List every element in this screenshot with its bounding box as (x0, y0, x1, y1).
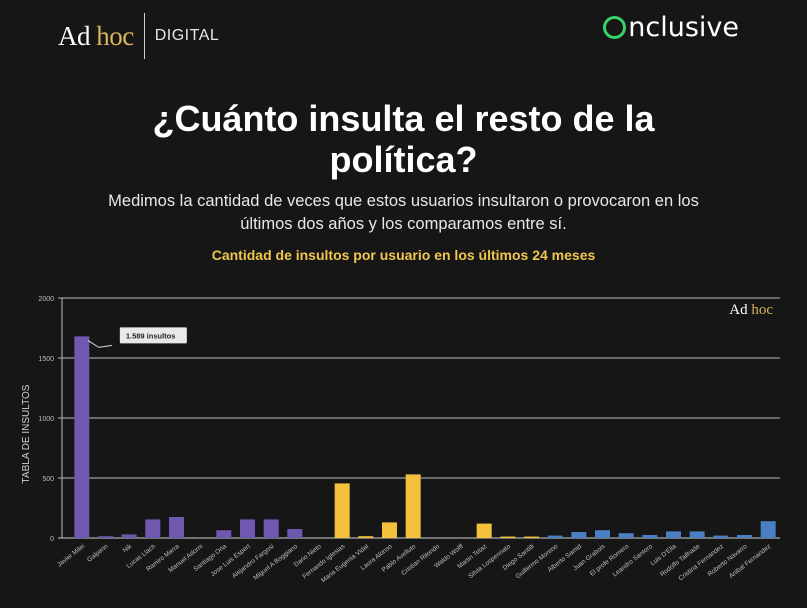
bar (287, 529, 303, 538)
bar (666, 531, 681, 538)
onclusive-wordmark: nclusive (628, 12, 739, 43)
bar (169, 517, 184, 538)
bar (642, 535, 658, 538)
watermark-ad: Ad (729, 302, 751, 318)
page-subtitle: Medimos la cantidad de veces que estos u… (108, 192, 699, 233)
bar (121, 534, 137, 538)
adhoc-wordmark: Ad hoc (58, 21, 134, 52)
watermark-hoc: hoc (751, 302, 773, 318)
bar (240, 519, 255, 538)
annotation-leader (87, 339, 112, 348)
bar (74, 336, 90, 538)
bar (713, 535, 729, 538)
chart-title: Cantidad de insultos por usuario en los … (211, 247, 596, 263)
x-tick-label: Galperin (86, 543, 110, 564)
bar (500, 536, 516, 538)
bar (358, 536, 374, 538)
adhoc-ad: Ad (58, 20, 91, 51)
bar (476, 523, 492, 538)
adhoc-digital-logo: Ad hoc DIGITAL (58, 12, 219, 60)
bar (382, 522, 397, 538)
logo-divider (143, 13, 145, 59)
x-tick-label: Javier Milei (56, 543, 86, 569)
x-tick-label: Silvia Lospennato (467, 543, 512, 580)
bar (689, 531, 705, 538)
bar (524, 536, 539, 538)
bar (547, 535, 563, 538)
onclusive-ring-icon (603, 16, 627, 39)
adhoc-hoc: hoc (96, 20, 134, 51)
chart-watermark: Ad hoc (729, 302, 773, 318)
bar (760, 521, 776, 538)
bar (98, 536, 113, 538)
annotation-text: 1.589 insultos (126, 331, 176, 340)
digital-label: DIGITAL (154, 27, 220, 44)
x-tick-label: Nik (122, 543, 134, 555)
onclusive-logo: nclusive (603, 12, 739, 43)
bar (145, 519, 161, 538)
bar (334, 483, 350, 538)
y-tick-label: 2000 (38, 296, 54, 303)
bar (263, 519, 279, 538)
bar (595, 530, 610, 538)
bar (571, 532, 587, 538)
bar (618, 533, 634, 538)
x-tick-label: Anibal Fernandez (728, 543, 772, 580)
y-axis-label: TABLA DE INSULTOS (21, 384, 32, 483)
page-title: ¿Cuánto insulta el resto de la política? (152, 98, 655, 180)
annotation-box (119, 327, 187, 344)
y-tick-label: 0 (50, 536, 54, 543)
bar (216, 530, 232, 538)
bar (405, 474, 421, 538)
x-tick-label: Guillermo Moreno (514, 543, 559, 581)
insults-bar-chart: 0 500 1000 1500 2000 TABLA DE INSULTOS Javier … (21, 296, 780, 584)
y-tick-label: 1500 (38, 356, 54, 363)
bar (737, 535, 752, 538)
y-tick-label: 500 (42, 476, 54, 483)
y-tick-label: 1000 (38, 416, 54, 423)
